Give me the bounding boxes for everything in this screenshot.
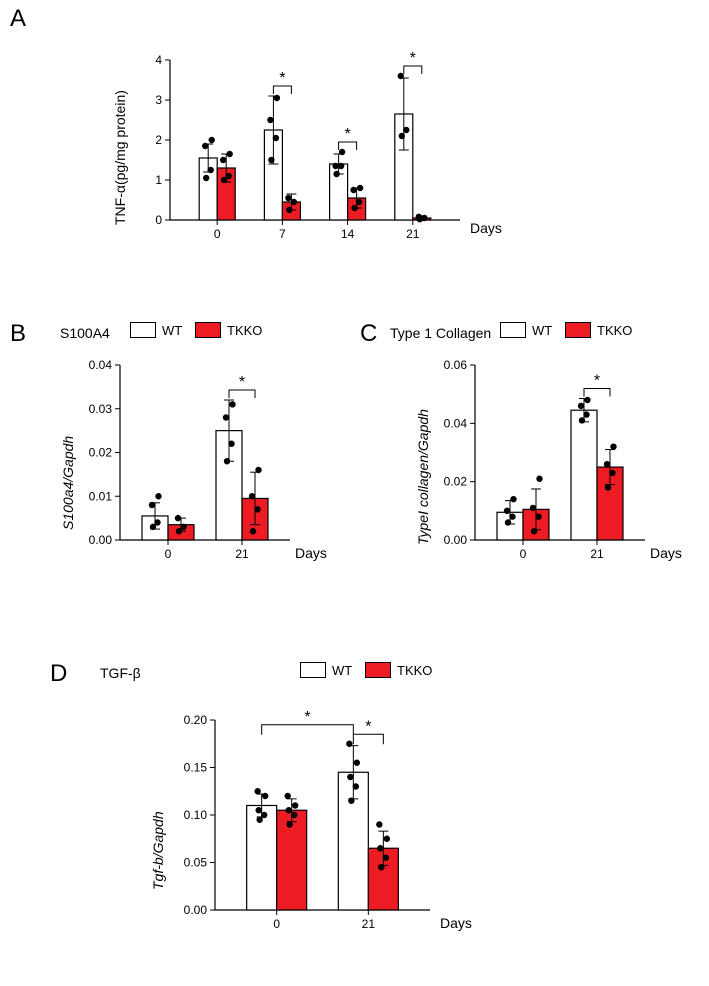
svg-text:0: 0 [273,917,280,931]
legend-box-ko-icon [195,322,221,338]
panel-b-label: B [10,320,26,348]
legend-ko-label-c: TKKO [597,323,632,338]
panel-c-title: Type 1 Collagen [390,325,491,341]
svg-text:0.06: 0.06 [444,358,468,372]
legend-box-wt-icon [300,662,326,678]
svg-text:0.02: 0.02 [89,446,113,460]
panel-c-xlabel: Days [650,545,682,561]
svg-text:21: 21 [590,547,604,561]
panel-b-ylabel: S100a4/Gapdh [60,436,76,530]
svg-text:0.04: 0.04 [444,416,468,430]
panel-c-legend-wt: WT [500,322,552,338]
panel-d-legend-ko: TKKO [365,662,432,678]
panel-d-title: TGF-β [100,665,141,681]
panel-c-chart: 0.000.020.040.06021* TypeI collagen/Gapd… [430,345,680,575]
svg-text:0: 0 [165,547,172,561]
svg-text:*: * [304,709,310,726]
panel-d-chart: 0.000.050.100.150.20021** Tgf-b/Gapdh Da… [165,690,475,950]
svg-text:0: 0 [520,547,527,561]
svg-text:0.00: 0.00 [184,903,208,917]
svg-text:*: * [344,126,350,143]
legend-box-ko-icon [365,662,391,678]
svg-text:14: 14 [341,227,355,241]
legend-box-wt-icon [130,322,156,338]
svg-text:*: * [239,374,245,391]
panel-b-chart: 0.000.010.020.030.04021* S100a4/Gapdh Da… [75,345,325,575]
legend-wt-label-d: WT [332,663,352,678]
svg-text:7: 7 [279,227,286,241]
panel-b-legend-ko: TKKO [195,322,262,338]
panel-c-legend-ko: TKKO [565,322,632,338]
svg-text:0: 0 [214,227,221,241]
panel-b-xlabel: Days [295,545,327,561]
legend-box-ko-icon [565,322,591,338]
panel-a-ylabel: TNF-α(pg/mg protein) [112,90,128,225]
svg-text:0.02: 0.02 [444,475,468,489]
svg-text:1: 1 [155,173,162,187]
panel-a-label: A [10,5,26,33]
panel-c-ylabel: TypeI collagen/Gapdh [415,409,431,545]
legend-wt-label: WT [162,323,182,338]
panel-d-ylabel: Tgf-b/Gapdh [150,811,166,890]
svg-text:0.00: 0.00 [89,533,113,547]
svg-text:0.03: 0.03 [89,402,113,416]
svg-text:21: 21 [362,917,376,931]
svg-text:0.15: 0.15 [184,761,208,775]
panel-b-title: S100A4 [60,325,110,341]
panel-b-legend-wt: WT [130,322,182,338]
svg-text:0: 0 [155,213,162,227]
panel-c-label: C [360,320,377,348]
svg-text:*: * [410,50,416,67]
svg-text:*: * [279,70,285,87]
svg-text:2: 2 [155,133,162,147]
svg-text:*: * [594,373,600,390]
svg-text:0.20: 0.20 [184,713,208,727]
panel-a-chart: 01234071421*** TNF-α(pg/mg protein) Days [130,40,490,250]
svg-text:0.10: 0.10 [184,808,208,822]
svg-text:4: 4 [155,53,162,67]
svg-text:0.01: 0.01 [89,489,113,503]
svg-text:*: * [365,718,371,735]
legend-wt-label-c: WT [532,323,552,338]
svg-text:0.05: 0.05 [184,856,208,870]
legend-ko-label: TKKO [227,323,262,338]
svg-text:21: 21 [235,547,249,561]
svg-text:0.00: 0.00 [444,533,468,547]
svg-text:21: 21 [406,227,420,241]
legend-ko-label-d: TKKO [397,663,432,678]
svg-text:3: 3 [155,93,162,107]
panel-a-xlabel: Days [470,220,502,236]
panel-d-xlabel: Days [440,915,472,931]
panel-d-label: D [50,660,67,688]
panel-d-legend-wt: WT [300,662,352,678]
legend-box-wt-icon [500,322,526,338]
svg-text:0.04: 0.04 [89,358,113,372]
